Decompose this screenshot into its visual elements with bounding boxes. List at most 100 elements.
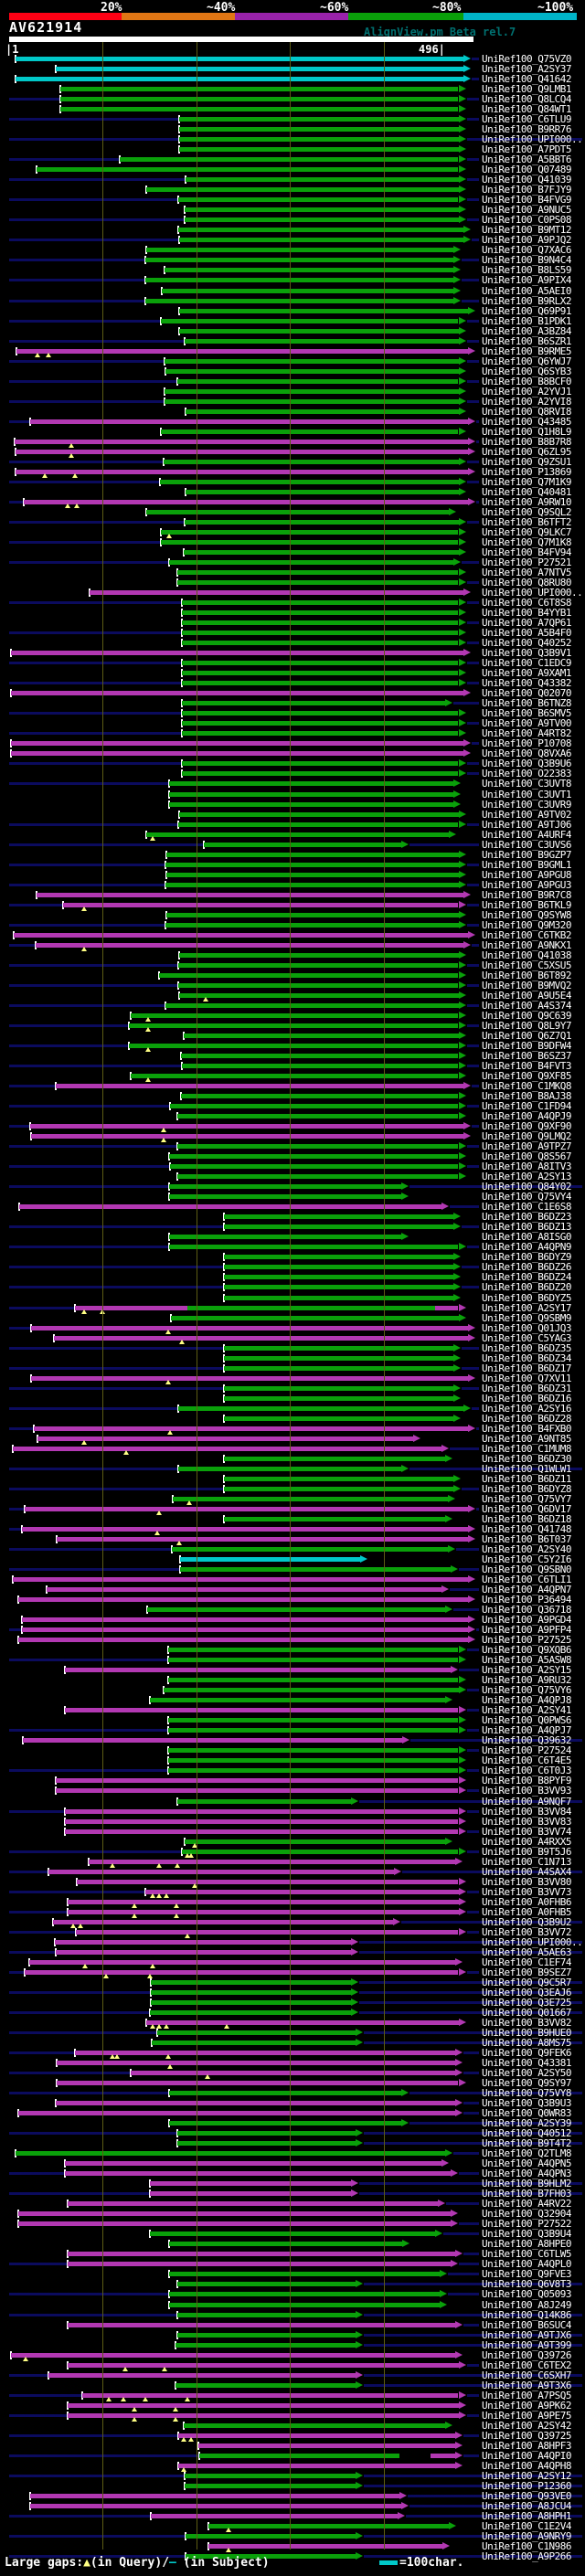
subject-label[interactable]: UniRef100_Q9SBN0 [482, 1564, 571, 1575]
subject-label[interactable]: UniRef100_Q40512 [482, 2127, 571, 2140]
subject-label[interactable]: UniRef100_Q9SYW8 [482, 908, 571, 921]
subject-label[interactable]: UniRef100_B7FH03 [482, 2188, 571, 2200]
alignment-bar[interactable] [65, 1829, 459, 1834]
alignment-bar[interactable] [145, 509, 450, 514]
subject-label[interactable]: UniRef100_P27525 [482, 1634, 571, 1647]
subject-label[interactable]: UniRef100_B9R7C8 [482, 888, 571, 901]
alignment-bar[interactable] [223, 1365, 454, 1371]
subject-label[interactable]: UniRef100_A9TJX6 [482, 2328, 571, 2341]
subject-label[interactable]: UniRef100_Q6DV17 [482, 1502, 571, 1515]
alignment-bar[interactable] [168, 1768, 459, 1774]
subject-label[interactable]: UniRef100_A9TV00 [482, 717, 571, 730]
alignment-bar[interactable] [56, 1084, 463, 1088]
subject-label[interactable]: UniRef100_Q9FEK6 [482, 2047, 571, 2059]
alignment-bar[interactable] [169, 2121, 402, 2126]
alignment-bar[interactable] [169, 2292, 440, 2297]
alignment-bar[interactable] [434, 1305, 459, 1310]
alignment-bar[interactable] [149, 2181, 351, 2187]
subject-label[interactable]: UniRef100_Q40481 [482, 485, 571, 498]
alignment-bar[interactable] [223, 1275, 454, 1280]
subject-label[interactable]: UniRef100_B6T892 [482, 969, 571, 981]
subject-label[interactable]: UniRef100_Q9SQL2 [482, 505, 571, 518]
alignment-bar[interactable] [184, 207, 459, 213]
alignment-bar[interactable] [119, 157, 459, 163]
subject-label[interactable]: UniRef100_Q8LCQ4 [482, 93, 571, 106]
subject-label[interactable]: UniRef100_Q6V8T3 [482, 2278, 571, 2291]
subject-label[interactable]: UniRef100_Q75VY6 [482, 1684, 571, 1697]
subject-label[interactable]: UniRef100_B6DZ35 [482, 1341, 571, 1354]
subject-label[interactable]: UniRef100_B6DZ24 [482, 1271, 571, 1284]
subject-label[interactable]: UniRef100_Q9XF85 [482, 1070, 571, 1082]
subject-label[interactable]: UniRef100_P36494 [482, 1594, 571, 1606]
subject-label[interactable]: UniRef100_Q9FVE3 [482, 2268, 571, 2281]
subject-label[interactable]: UniRef100_A9U5E4 [482, 989, 571, 1002]
subject-label[interactable]: UniRef100_P13869 [482, 465, 571, 478]
subject-label[interactable]: UniRef100_B6DZ26 [482, 1261, 571, 1274]
subject-label[interactable]: UniRef100_A8MS75 [482, 2036, 571, 2049]
subject-label[interactable]: UniRef100_Q3B9U2 [482, 1915, 571, 1928]
alignment-bar[interactable] [169, 1235, 402, 1240]
alignment-bar[interactable] [185, 2533, 356, 2539]
subject-label[interactable]: UniRef100_A2SY42 [482, 2419, 571, 2432]
subject-label[interactable]: UniRef100_UPI000.. [482, 587, 583, 599]
alignment-bar[interactable] [223, 1486, 454, 1491]
subject-label[interactable]: UniRef100_A4QPN5 [482, 2157, 571, 2170]
subject-label[interactable]: UniRef100_B9HLM2 [482, 2178, 571, 2190]
subject-label[interactable]: UniRef100_A2SY37 [482, 63, 571, 75]
subject-label[interactable]: UniRef100_B6SZR1 [482, 334, 571, 347]
subject-label[interactable]: UniRef100_B3VV73 [482, 1885, 571, 1898]
alignment-bar[interactable] [76, 1879, 459, 1884]
subject-label[interactable]: UniRef100_Q1WLW1 [482, 1462, 571, 1475]
subject-label[interactable]: UniRef100_C6T4E5 [482, 1754, 571, 1767]
alignment-bar[interactable] [11, 751, 463, 757]
alignment-bar[interactable] [179, 308, 468, 313]
alignment-bar[interactable] [182, 731, 459, 737]
subject-label[interactable]: UniRef100_Q8RVI8 [482, 405, 571, 418]
alignment-bar[interactable] [182, 681, 459, 686]
subject-label[interactable]: UniRef100_Q36718 [482, 1604, 571, 1617]
alignment-bar[interactable] [53, 1919, 393, 1924]
alignment-bar[interactable] [183, 1033, 459, 1038]
subject-label[interactable]: UniRef100_Q41748 [482, 1522, 571, 1535]
alignment-bar[interactable] [67, 2412, 459, 2418]
subject-label[interactable]: UniRef100_Q9M320 [482, 918, 571, 931]
subject-label[interactable]: UniRef100_UPI000.. [482, 133, 583, 146]
alignment-bar[interactable] [223, 1214, 454, 1220]
subject-label[interactable]: UniRef100_B6DZ18 [482, 1512, 571, 1525]
subject-label[interactable]: UniRef100_Q75VY4 [482, 1191, 571, 1203]
alignment-bar[interactable] [18, 2111, 456, 2116]
alignment-bar[interactable] [181, 1054, 459, 1058]
alignment-bar[interactable] [182, 610, 459, 616]
alignment-bar[interactable] [28, 1959, 456, 1965]
subject-label[interactable]: UniRef100_Q3B9U4 [482, 2228, 571, 2241]
subject-label[interactable]: UniRef100_B4FV94 [482, 546, 571, 558]
alignment-bar[interactable] [144, 258, 454, 263]
subject-label[interactable]: UniRef100_B6DZ28 [482, 1412, 571, 1425]
alignment-bar[interactable] [183, 550, 459, 555]
subject-label[interactable]: UniRef100_A9PFP4 [482, 1624, 571, 1637]
subject-label[interactable]: UniRef100_A8HPE0 [482, 2238, 571, 2251]
subject-label[interactable]: UniRef100_Q32904 [482, 2208, 571, 2221]
alignment-bar[interactable] [56, 67, 463, 71]
subject-label[interactable]: UniRef100_A9TPZ7 [482, 1140, 571, 1153]
subject-label[interactable]: UniRef100_B3VV80 [482, 1875, 571, 1888]
alignment-bar[interactable] [24, 499, 468, 504]
subject-label[interactable]: UniRef100_B9RLX2 [482, 294, 571, 307]
alignment-bar[interactable] [29, 2493, 399, 2498]
subject-label[interactable]: UniRef100_A4QPN9 [482, 1241, 571, 1254]
alignment-bar[interactable] [223, 1285, 454, 1290]
subject-label[interactable]: UniRef100_Q93VE0 [482, 2489, 571, 2502]
subject-label[interactable]: UniRef100_Q43381 [482, 2057, 571, 2069]
subject-label[interactable]: UniRef100_Q01JQ3 [482, 1321, 571, 1334]
alignment-bar[interactable] [67, 2201, 438, 2207]
subject-label[interactable]: UniRef100_C1E2V4 [482, 2519, 571, 2532]
alignment-bar[interactable] [144, 1889, 459, 1894]
alignment-bar[interactable] [177, 570, 459, 575]
alignment-bar[interactable] [176, 2382, 356, 2388]
subject-label[interactable]: UniRef100_C5YAG3 [482, 1331, 571, 1344]
alignment-bar[interactable] [177, 580, 459, 585]
alignment-bar[interactable] [168, 1758, 459, 1764]
subject-label[interactable]: UniRef100_A9XAM1 [482, 667, 571, 680]
subject-label[interactable]: UniRef100_A8HPF3 [482, 2439, 571, 2452]
subject-label[interactable]: UniRef100_B3VV74 [482, 1825, 571, 1838]
